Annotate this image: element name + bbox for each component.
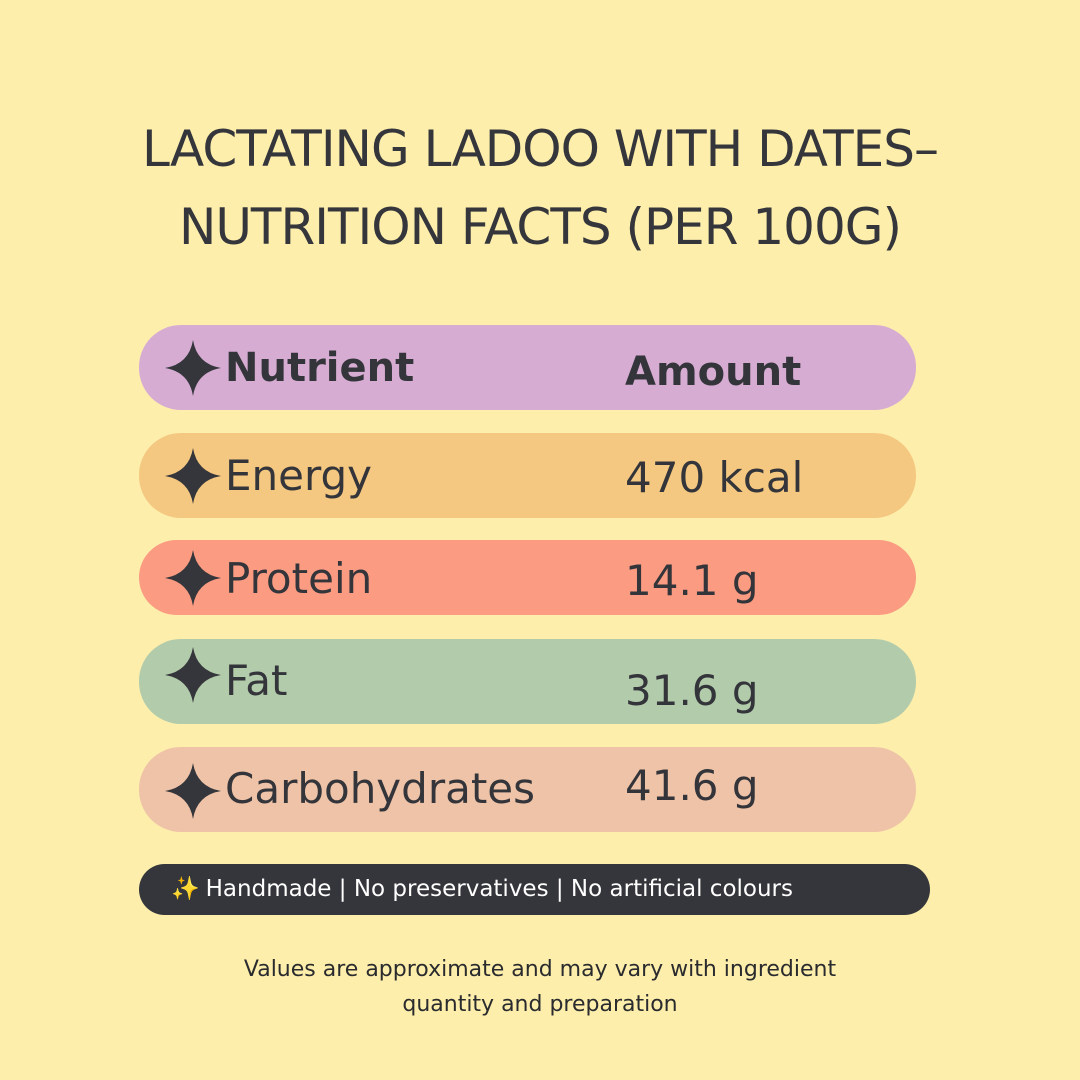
row-amount-value: 14.1 g (625, 556, 759, 605)
features-badge-text: Handmade | No preservatives | No artific… (205, 876, 793, 902)
disclaimer-line-2: quantity and preparation (402, 992, 678, 1017)
table-row: Carbohydrates 41.6 g (139, 747, 916, 832)
row-nutrient-name: Protein (225, 554, 373, 603)
table-header-row: Nutrient Amount (139, 325, 916, 410)
table-row: Energy 470 kcal (139, 433, 916, 518)
row-nutrient-name: Energy (225, 451, 373, 500)
header-nutrient-label: Nutrient (225, 345, 415, 391)
four-point-star-icon (165, 647, 221, 703)
table-row: Fat 31.6 g (139, 639, 916, 724)
title-line-1: LACTATING LADOO WITH DATES– (142, 120, 939, 178)
page-title: LACTATING LADOO WITH DATES– NUTRITION FA… (40, 110, 1040, 266)
four-point-star-icon (165, 448, 221, 504)
sparkles-icon: ✨ (171, 876, 200, 902)
features-badge: ✨ Handmade | No preservatives | No artifi… (139, 864, 930, 915)
disclaimer-note: Values are approximate and may vary with… (140, 952, 940, 1022)
four-point-star-icon (165, 763, 221, 819)
table-row: Protein 14.1 g (139, 540, 916, 615)
row-nutrient-name: Fat (225, 656, 288, 705)
disclaimer-line-1: Values are approximate and may vary with… (243, 957, 837, 982)
row-nutrient-name: Carbohydrates (225, 764, 536, 813)
header-amount-label: Amount (625, 349, 802, 395)
row-amount-value: 31.6 g (625, 666, 759, 715)
row-amount-value: 41.6 g (625, 761, 759, 810)
title-line-2: NUTRITION FACTS (PER 100G) (178, 198, 902, 256)
row-amount-value: 470 kcal (625, 453, 804, 502)
four-point-star-icon (165, 340, 221, 396)
four-point-star-icon (165, 550, 221, 606)
